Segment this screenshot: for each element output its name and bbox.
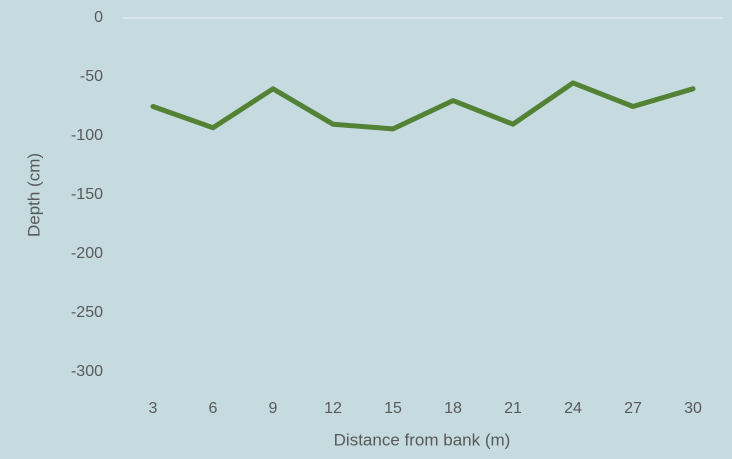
y-tick-label: -300	[71, 363, 103, 380]
y-tick-label: -150	[71, 186, 103, 203]
y-tick-label: -250	[71, 304, 103, 321]
data-line	[150, 80, 696, 132]
y-tick-label: -200	[71, 245, 103, 262]
x-tick-label: 30	[684, 400, 702, 417]
x-tick-label: 18	[444, 400, 462, 417]
x-axis-title: Distance from bank (m)	[334, 430, 511, 449]
y-tick-label: 0	[94, 9, 103, 26]
x-tick-label: 24	[564, 400, 582, 417]
x-tick-label: 6	[209, 400, 218, 417]
x-tick-label: 21	[504, 400, 522, 417]
x-tick-label: 9	[269, 400, 278, 417]
x-tick-label: 27	[624, 400, 642, 417]
x-tick-label: 12	[324, 400, 342, 417]
y-tick-label: -100	[71, 127, 103, 144]
y-axis-title: Depth (cm)	[24, 153, 43, 237]
x-tick-label: 3	[149, 400, 158, 417]
y-tick-label: -50	[80, 68, 103, 85]
x-tick-label: 15	[384, 400, 402, 417]
